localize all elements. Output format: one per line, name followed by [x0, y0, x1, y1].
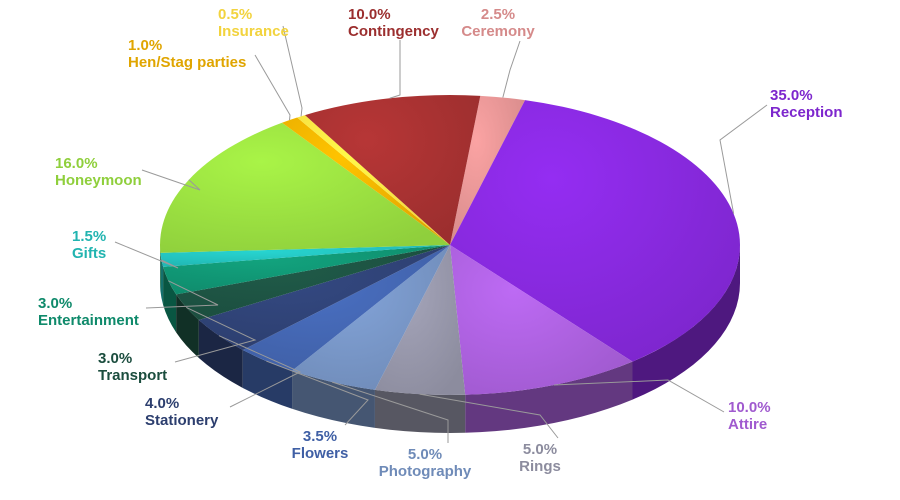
leader-line: [283, 26, 302, 116]
pie-svg: [0, 0, 900, 500]
leader-line: [255, 55, 290, 120]
leader-line: [503, 41, 520, 98]
leader-line: [720, 105, 767, 214]
leader-line: [390, 40, 400, 98]
pie-slice-side: [375, 390, 465, 433]
pie-chart-3d: 2.5%Ceremony35.0%Reception10.0%Attire5.0…: [0, 0, 900, 500]
